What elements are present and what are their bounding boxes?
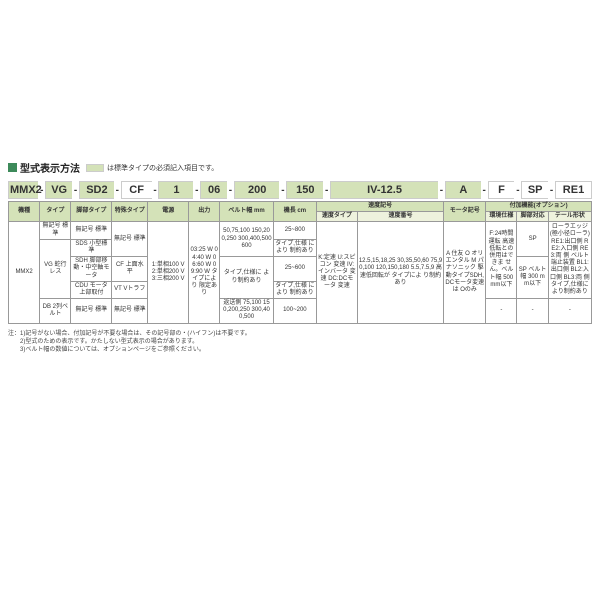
td-legopt-b: SP ベルト幅 300 mm以下 xyxy=(517,257,548,299)
th-speed: 速度記号 xyxy=(316,202,443,212)
code-seg-12: RE1 xyxy=(555,181,592,199)
code-dash: - xyxy=(438,181,445,199)
code-seg-9: A xyxy=(445,181,481,199)
th-type: タイプ xyxy=(40,202,71,222)
code-dash: - xyxy=(114,181,121,199)
td-type-b: VG 蛇行レス xyxy=(40,239,71,298)
td-leg-d: CDU モータ上部取付 xyxy=(71,281,112,298)
code-seg-1: VG xyxy=(45,181,72,199)
td-env: F:24時間運転 高速低転との 併用はできま せん。ベルト幅 500 mm以下 xyxy=(486,222,517,299)
td-legopt-a: SP xyxy=(517,222,548,257)
th-speed-type: 速度タイプ xyxy=(316,212,357,222)
code-dash: - xyxy=(152,181,159,199)
code-dash: - xyxy=(193,181,200,199)
td-spd-type: K:定速 U:スピコン 変速 IV:インバータ 変速 DC:DCモータ 変速 xyxy=(316,222,357,323)
td-sp-d: 無記号 標準 xyxy=(112,299,148,324)
td-sp-c: VT Vトラフ xyxy=(112,281,148,298)
td-belt-a: 50,75,100 150,200,250 300,400,500 600 xyxy=(220,222,273,257)
td-motor: A 住友 O オリエンタル M パナソニック 駆動タイプSDH, DCモータ変速… xyxy=(444,222,486,323)
spec-table: 機種 タイプ 脚部タイプ 特殊タイプ 電源 出力 ベルト幅 mm 機長 cm 速… xyxy=(8,201,592,324)
th-option: 付加機能(オプション) xyxy=(486,202,592,212)
td-type-c: DB 2列ベルト xyxy=(40,299,71,324)
code-seg-0: MMX2 xyxy=(8,181,38,199)
code-dash: - xyxy=(514,181,521,199)
td-tail-b: - xyxy=(548,299,591,324)
note-1: 注：1)記号がない場合、付加記号が不要な場合は、その記号部の・(ハイフン)は不要… xyxy=(8,330,592,338)
td-spd-num: 12.5,15,18,25 30,35,50,60 75,90,100 120,… xyxy=(357,222,443,323)
th-output: 出力 xyxy=(189,202,220,222)
code-seg-11: SP xyxy=(521,181,548,199)
th-belt: ベルト幅 mm xyxy=(220,202,273,222)
td-sp-b: CF 上面水平 xyxy=(112,257,148,282)
th-special: 特殊タイプ xyxy=(112,202,148,222)
code-seg-2: SD2 xyxy=(79,181,114,199)
footnotes: 注：1)記号がない場合、付加記号が不要な場合は、その記号部の・(ハイフン)は不要… xyxy=(8,330,592,355)
code-dash: - xyxy=(38,181,45,199)
td-len-b: タイプ,仕様 により 制約あり xyxy=(273,239,316,256)
code-seg-8: IV-12.5 xyxy=(330,181,438,199)
title-square-icon xyxy=(8,163,17,172)
code-seg-6: 200 xyxy=(234,181,279,199)
legend-text: は標準タイプの必須記入項目です。 xyxy=(107,163,218,173)
th-length: 機長 cm xyxy=(273,202,316,222)
th-power: 電源 xyxy=(148,202,189,222)
legend-swatch xyxy=(86,164,104,172)
th-model: 機種 xyxy=(9,202,40,222)
td-leg-c: SDH 脚部移動・中空軸モータ xyxy=(71,257,112,282)
th-speed-num: 速度番号 xyxy=(357,212,443,222)
td-type-a: 無記号 標準 xyxy=(40,222,71,239)
td-leg-a: 無記号 標準 xyxy=(71,222,112,239)
td-tail: ローラエッジ (極小径ローラ) RE1:出口側 RE2:入口側 RE3:両 側 … xyxy=(548,222,591,299)
td-leg-b: SDS 小型標準 xyxy=(71,239,112,256)
td-model: MMX2 xyxy=(9,222,40,323)
td-output: 03:25 W 04:40 W 06:60 W 09:90 W タイプにより 限… xyxy=(189,222,220,323)
code-seg-4: 1 xyxy=(158,181,193,199)
td-power: 1:単相100 V 2:単相200 V 3:三相200 V xyxy=(148,222,189,323)
note-2: 2)型式のための表示です。かたしない型式表示の場合があります。 xyxy=(8,338,592,346)
th-leg: 脚部タイプ xyxy=(71,202,112,222)
td-belt-c: 返送側 75,100 150,200,250 300,400,500 xyxy=(220,299,273,324)
code-seg-5: 06 xyxy=(200,181,227,199)
code-dash: - xyxy=(548,181,555,199)
code-seg-10: F xyxy=(488,181,515,199)
th-tail: テール形状 xyxy=(548,212,591,222)
td-leg-e: 無記号 標準 xyxy=(71,299,112,324)
code-dash: - xyxy=(279,181,286,199)
code-dash: - xyxy=(72,181,79,199)
legend: は標準タイプの必須記入項目です。 xyxy=(86,163,218,173)
td-env-b: - xyxy=(486,299,517,324)
td-legopt-c: - xyxy=(517,299,548,324)
section-title: 型式表示方法 xyxy=(20,160,80,175)
td-len-d: タイプ,仕様 により 制約あり xyxy=(273,281,316,298)
code-seg-3: CF xyxy=(121,181,152,199)
code-dash: - xyxy=(227,181,234,199)
code-dash: - xyxy=(481,181,488,199)
td-belt-b: タイプ,仕様に より制約あり xyxy=(220,257,273,299)
code-dash: - xyxy=(323,181,330,199)
th-env: 環境仕様 xyxy=(486,212,517,222)
th-motor: モータ記号 xyxy=(444,202,486,222)
td-len-e: 100~200 xyxy=(273,299,316,324)
td-len-a: 25~800 xyxy=(273,222,316,239)
td-len-c: 25~600 xyxy=(273,257,316,282)
note-3: 3)ベルト幅の数値については、オプションページをご参照ください。 xyxy=(8,346,592,354)
code-seg-7: 150 xyxy=(286,181,323,199)
model-code-row: MMX2-VG-SD2-CF-1-06-200-150-IV-12.5-A-F-… xyxy=(8,181,592,199)
td-sp-a: 無記号 標準 xyxy=(112,222,148,257)
th-legopt: 脚部対応 xyxy=(517,212,548,222)
